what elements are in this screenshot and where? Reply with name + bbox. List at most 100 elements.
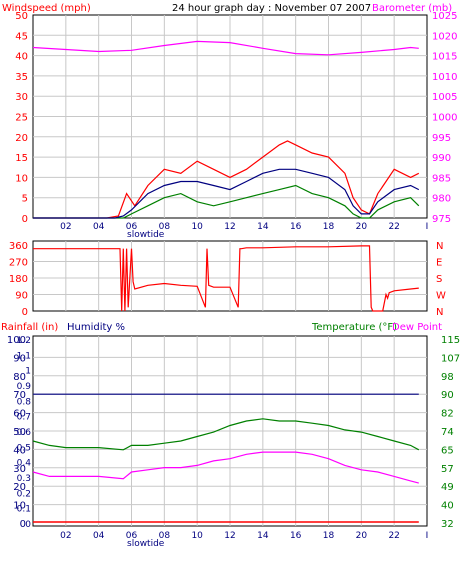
windspeed-tick-label: 40 bbox=[15, 52, 28, 63]
x-tick-label: 22 bbox=[388, 531, 399, 541]
temperature-tick-label: 115 bbox=[441, 335, 460, 346]
direction-panel-grid bbox=[33, 241, 427, 311]
temperature-tick-label: 90 bbox=[441, 390, 454, 401]
compass-tick-label: W bbox=[436, 291, 446, 302]
wind-panel-series bbox=[32, 40, 420, 219]
barometer-tick-label: 1005 bbox=[432, 92, 457, 103]
x-tick-label: 14 bbox=[257, 222, 269, 232]
humidity-ticks: 0 10 20 30 40 50 60 70 80 90 100 bbox=[7, 335, 26, 530]
wind-x-ticks: 02 04 06 08 10 12 14 16 18 20 22 I bbox=[60, 222, 428, 232]
rainfall-tick-label: 0.4 bbox=[17, 459, 32, 469]
windspeed-ticks: 0 5 10 15 20 25 30 35 40 45 50 bbox=[15, 11, 28, 225]
barometer-axis-title: Barometer (mb) bbox=[372, 3, 452, 14]
barometer-tick-label: 995 bbox=[432, 133, 451, 144]
x-tick-label: 12 bbox=[224, 222, 235, 232]
humidity-tick-label: 30 bbox=[13, 464, 26, 475]
humidity-tick-label: 10 bbox=[13, 501, 26, 512]
x-tick-label: 10 bbox=[191, 531, 203, 541]
windspeed-axis-title: Windspeed (mph) bbox=[2, 3, 91, 14]
direction-degree-ticks: 0 90 180 270 360 bbox=[9, 241, 28, 318]
x-tick-label: 06 bbox=[126, 222, 138, 232]
rainfall-tick-label: 0.6 bbox=[17, 428, 32, 438]
x-tick-label: 18 bbox=[323, 531, 335, 541]
direction-tick-label: 0 bbox=[22, 307, 28, 318]
humidity-legend: Humidity % bbox=[67, 322, 125, 333]
barometer-line bbox=[32, 40, 419, 56]
humidity-tick-label: 0 bbox=[20, 519, 26, 530]
x-tick-end: I bbox=[426, 531, 429, 541]
temperature-tick-label: 107 bbox=[441, 353, 460, 364]
x-tick-label: 16 bbox=[290, 222, 302, 232]
wind-gust-line bbox=[33, 140, 420, 219]
temperature-line bbox=[32, 418, 420, 451]
x-tick-label: 06 bbox=[126, 531, 138, 541]
temperature-tick-label: 49 bbox=[441, 482, 454, 493]
humidity-tick-label: 60 bbox=[13, 409, 26, 420]
direction-tick-label: 90 bbox=[15, 291, 28, 302]
humidity-tick-label: 20 bbox=[13, 482, 26, 493]
x-tick-label: 14 bbox=[257, 531, 269, 541]
wind-tide-label: slowtide bbox=[127, 230, 165, 240]
wind-average-line bbox=[33, 184, 420, 219]
direction-tick-label: 270 bbox=[9, 258, 28, 269]
barometer-tick-label: 985 bbox=[432, 173, 451, 184]
x-tick-label: 16 bbox=[290, 531, 302, 541]
thermo-panel-series bbox=[32, 393, 420, 523]
rainfall-tick-label: 0.2 bbox=[17, 489, 31, 499]
x-tick-label: 10 bbox=[191, 222, 203, 232]
x-tick-label: 04 bbox=[93, 531, 105, 541]
barometer-tick-label: 1010 bbox=[432, 72, 457, 83]
rainfall-tick-label: 1.2 bbox=[17, 336, 31, 346]
direction-tick-label: 360 bbox=[9, 241, 28, 252]
windspeed-tick-label: 30 bbox=[15, 92, 28, 103]
humidity-tick-label: 90 bbox=[13, 353, 26, 364]
temperature-tick-label: 98 bbox=[441, 372, 454, 383]
direction-panel-series bbox=[33, 245, 419, 312]
humidity-tick-label: 40 bbox=[13, 445, 26, 456]
graph-title: 24 hour graph day : November 07 2007 bbox=[172, 3, 371, 14]
dewpoint-line bbox=[32, 451, 419, 484]
direction-tick-label: 180 bbox=[9, 274, 28, 285]
rainfall-tick-label: 0 bbox=[25, 520, 31, 530]
x-tick-label: 04 bbox=[93, 222, 105, 232]
thermo-x-ticks: 02 04 06 08 10 12 14 16 18 20 22 I bbox=[60, 531, 428, 541]
temperature-tick-label: 65 bbox=[441, 445, 454, 456]
windspeed-tick-label: 20 bbox=[15, 133, 28, 144]
temperature-tick-label: 74 bbox=[441, 427, 454, 438]
x-tick-label: 02 bbox=[60, 222, 71, 232]
x-tick-label: 20 bbox=[356, 531, 368, 541]
thermo-panel: 0 0.1 0.2 0.3 0.4 0.5 0.6 0.7 0.8 0.9 1 1.1 1.2 0 10 2… bbox=[7, 335, 460, 549]
humidity-tick-label: 70 bbox=[13, 390, 26, 401]
dewpoint-legend: Dew Point bbox=[392, 322, 442, 333]
rainfall-tick-label: 0.3 bbox=[17, 474, 31, 484]
thermo-tide-label: slowtide bbox=[127, 539, 165, 549]
rainfall-tick-label: 1.1 bbox=[17, 351, 31, 361]
barometer-tick-label: 980 bbox=[432, 194, 451, 205]
rainfall-axis-title: Rainfall (in) bbox=[1, 322, 58, 333]
temperature-ticks: 32 40 49 57 65 74 82 90 98 107 115 bbox=[441, 335, 460, 530]
barometer-ticks: 975 980 985 990 995 1000 1005 1010 1015 1020 1025 bbox=[432, 11, 457, 225]
barometer-tick-label: 1025 bbox=[432, 11, 457, 22]
x-tick-label: 20 bbox=[356, 222, 368, 232]
rainfall-tick-label: 0.9 bbox=[17, 382, 32, 392]
rainfall-ticks: 0 0.1 0.2 0.3 0.4 0.5 0.6 0.7 0.8 0.9 1 1.1 1.2 bbox=[17, 336, 32, 530]
humidity-tick-label: 100 bbox=[7, 335, 26, 346]
rainfall-tick-label: 1 bbox=[25, 367, 31, 377]
windspeed-tick-label: 50 bbox=[15, 11, 28, 22]
windspeed-tick-label: 15 bbox=[15, 153, 28, 164]
x-tick-label: 02 bbox=[60, 531, 71, 541]
windspeed-tick-label: 5 bbox=[22, 194, 28, 205]
wind-mean-line bbox=[33, 168, 420, 219]
wind-direction-line bbox=[33, 245, 419, 312]
rainfall-tick-label: 0.5 bbox=[17, 443, 31, 453]
barometer-tick-label: 975 bbox=[432, 214, 451, 225]
windspeed-tick-label: 10 bbox=[15, 173, 28, 184]
barometer-tick-label: 990 bbox=[432, 153, 451, 164]
compass-tick-label: E bbox=[436, 258, 442, 269]
barometer-tick-label: 1015 bbox=[432, 52, 457, 63]
x-tick-label: 22 bbox=[388, 222, 399, 232]
windspeed-tick-label: 25 bbox=[15, 113, 28, 124]
